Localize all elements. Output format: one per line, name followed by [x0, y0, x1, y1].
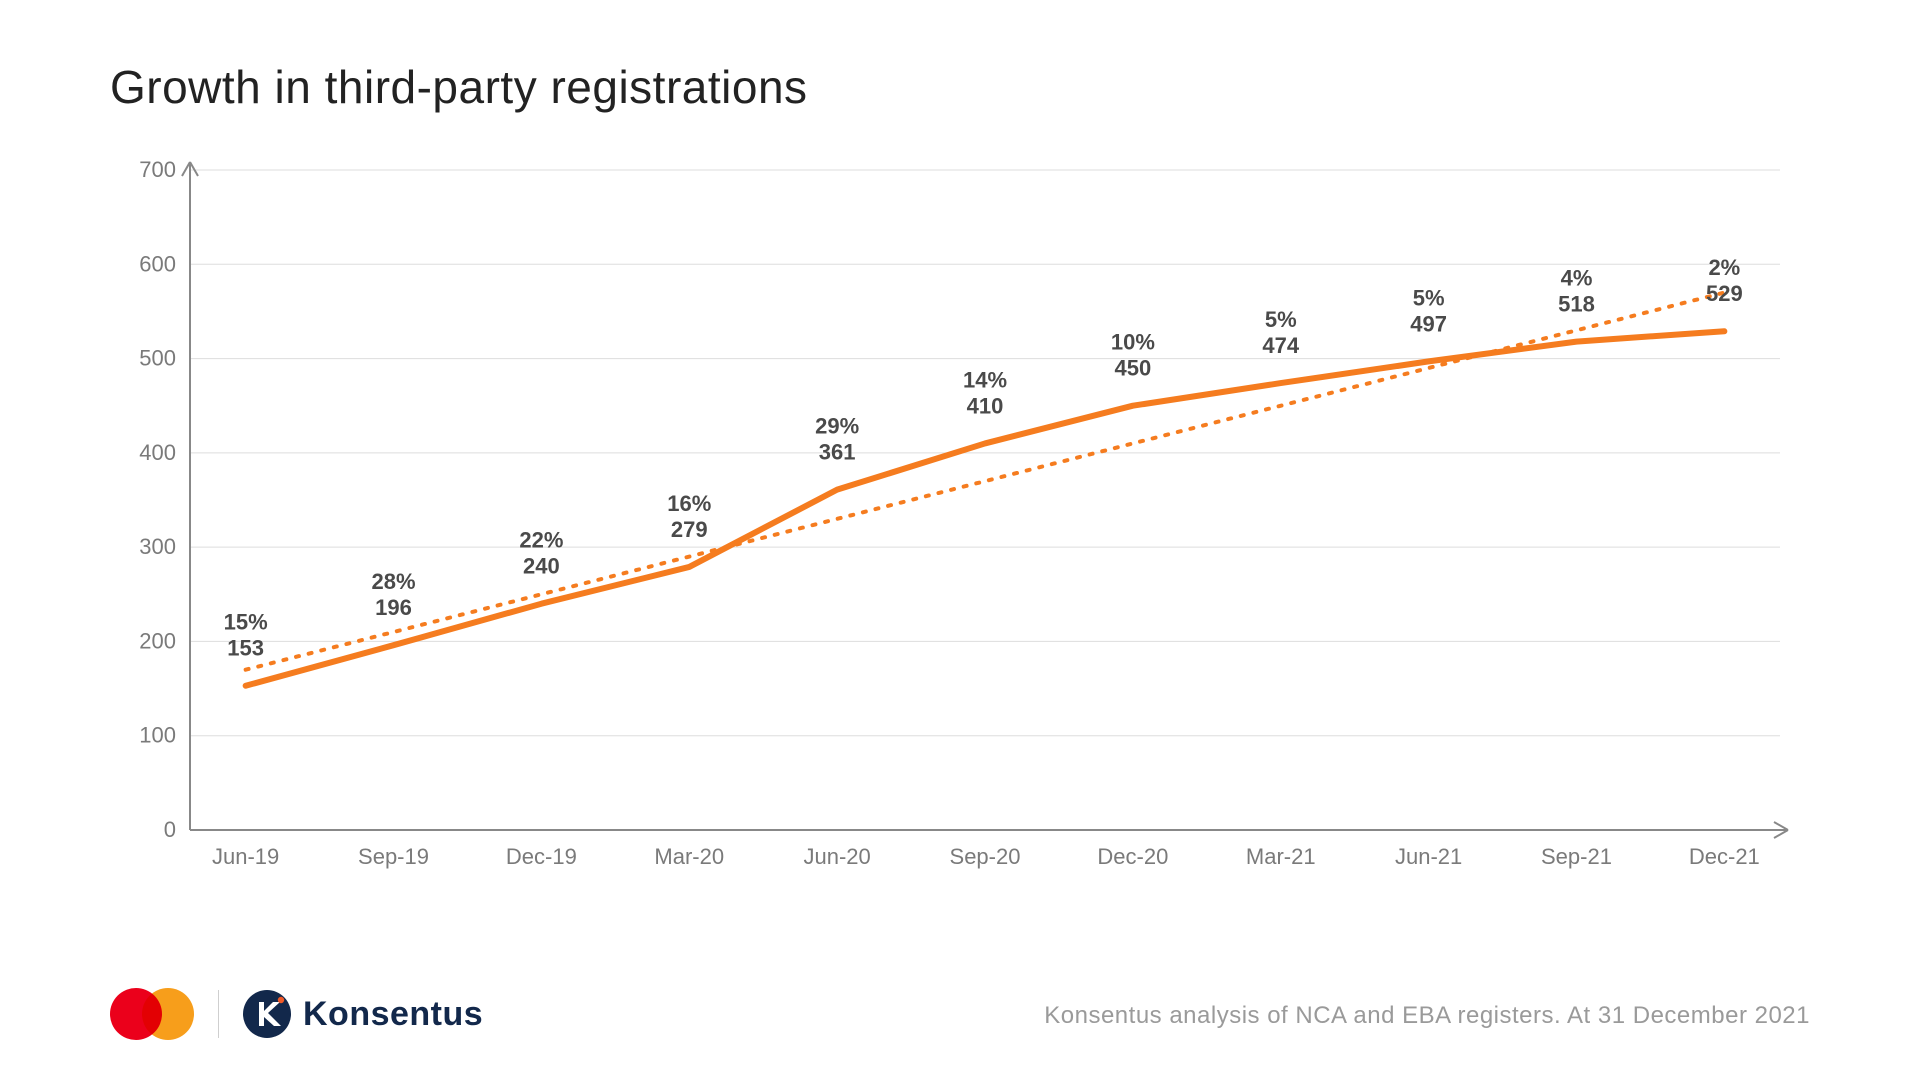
x-tick-label: Jun-19 [212, 844, 279, 869]
data-point-label: 16%279 [667, 491, 711, 542]
chart-area: 0 100 200 300 400 500 600 700 Jun-19 Sep-19 Dec-19… [110, 150, 1810, 890]
x-tick-label: Dec-20 [1097, 844, 1168, 869]
mastercard-logo [110, 988, 194, 1040]
konsentus-mark-icon [243, 990, 291, 1038]
x-tick-label: Sep-21 [1541, 844, 1612, 869]
y-tick-label: 200 [139, 628, 176, 653]
x-tick-label: Mar-21 [1246, 844, 1316, 869]
y-tick-label: 400 [139, 440, 176, 465]
y-tick-label: 700 [139, 157, 176, 182]
x-tick-label: Jun-20 [803, 844, 870, 869]
data-point-label: 5%474 [1262, 307, 1299, 358]
data-point-label: 10%450 [1111, 330, 1155, 381]
data-point-label: 22%240 [519, 528, 563, 579]
y-tick-label: 0 [164, 817, 176, 842]
x-tick-label: Jun-21 [1395, 844, 1462, 869]
data-point-label: 14%410 [963, 367, 1007, 418]
source-note: Konsentus analysis of NCA and EBA regist… [1044, 1002, 1810, 1030]
logo-group: Konsentus [110, 988, 483, 1040]
line-chart: 0 100 200 300 400 500 600 700 Jun-19 Sep-19 Dec-19… [110, 150, 1810, 890]
data-point-label: 4%518 [1558, 266, 1595, 317]
y-tick-label: 100 [139, 723, 176, 748]
data-point-label: 5%497 [1410, 285, 1447, 336]
y-tick-label: 600 [139, 251, 176, 276]
x-tick-label: Dec-19 [506, 844, 577, 869]
x-tick-label: Sep-20 [950, 844, 1021, 869]
konsentus-wordmark: Konsentus [303, 995, 483, 1034]
data-point-label: 15%153 [224, 610, 268, 661]
data-point-label: 2%529 [1706, 255, 1743, 306]
konsentus-logo: Konsentus [243, 990, 483, 1038]
y-tick-label: 300 [139, 534, 176, 559]
x-tick-label: Sep-19 [358, 844, 429, 869]
chart-title: Growth in third-party registrations [110, 60, 808, 114]
data-point-label: 28%196 [371, 569, 415, 620]
x-tick-label: Mar-20 [654, 844, 724, 869]
logo-divider [218, 990, 219, 1038]
data-point-label: 29%361 [815, 414, 859, 465]
x-tick-label: Dec-21 [1689, 844, 1760, 869]
y-tick-label: 500 [139, 346, 176, 371]
